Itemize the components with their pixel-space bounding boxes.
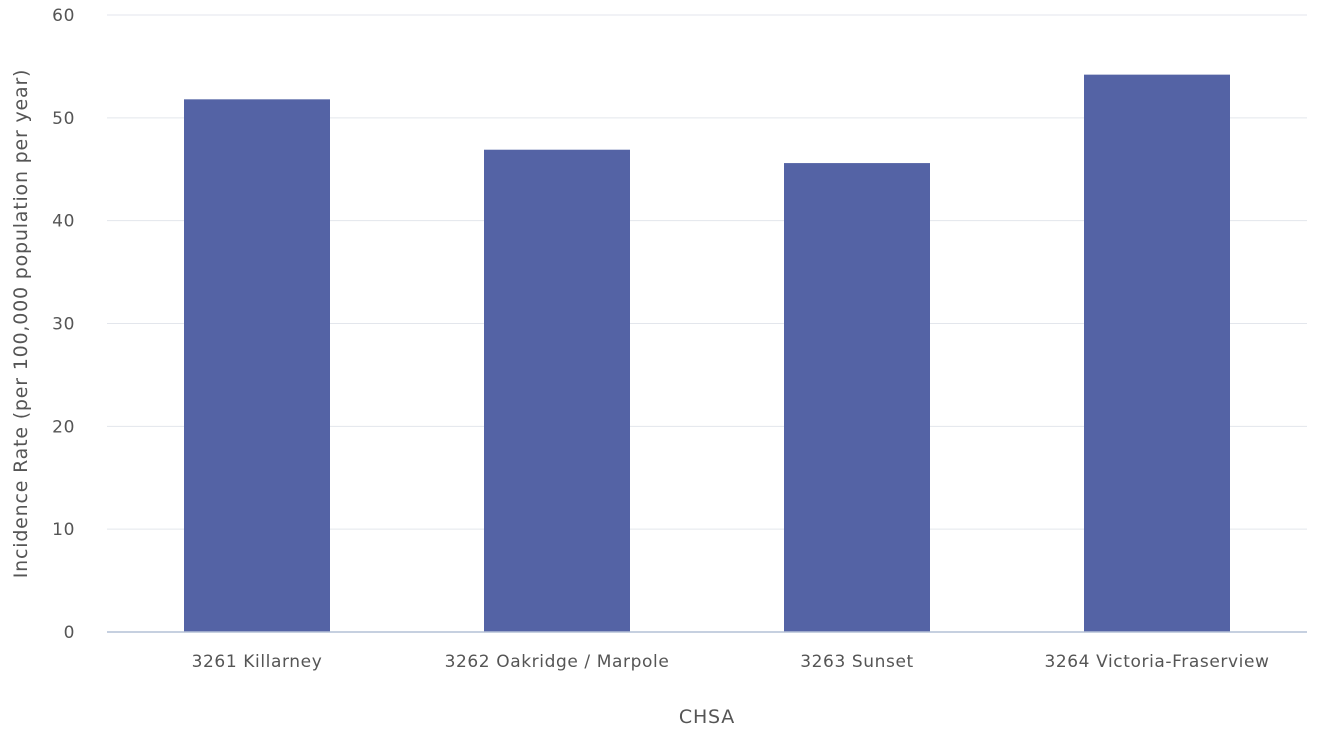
- bar[interactable]: [184, 99, 330, 632]
- x-tick-labels: 3261 Killarney 3262 Oakridge / Marpole 326…: [192, 652, 1269, 672]
- x-tick-label: 3263 Sunset: [800, 652, 914, 672]
- y-tick-label: 40: [52, 212, 75, 232]
- y-axis-title: Incidence Rate (per 100,000 population p…: [10, 69, 32, 579]
- y-tick-labels: 0 10 20 30 40 50 60: [52, 6, 75, 643]
- bars: [184, 74, 1230, 633]
- bar[interactable]: [784, 163, 930, 632]
- bar[interactable]: [1084, 74, 1230, 633]
- y-tick-label: 10: [52, 520, 75, 540]
- y-tick-label: 50: [52, 109, 75, 129]
- x-tick-label: 3264 Victoria-Fraserview: [1044, 652, 1269, 672]
- x-tick-label: 3261 Killarney: [192, 652, 323, 672]
- x-axis-title: CHSA: [679, 706, 735, 728]
- y-tick-label: 60: [52, 6, 75, 26]
- y-tick-label: 20: [52, 417, 75, 437]
- bar[interactable]: [484, 149, 630, 632]
- y-tick-label: 30: [52, 315, 75, 335]
- x-tick-label: 3262 Oakridge / Marpole: [445, 652, 670, 672]
- y-tick-label: 0: [64, 623, 75, 643]
